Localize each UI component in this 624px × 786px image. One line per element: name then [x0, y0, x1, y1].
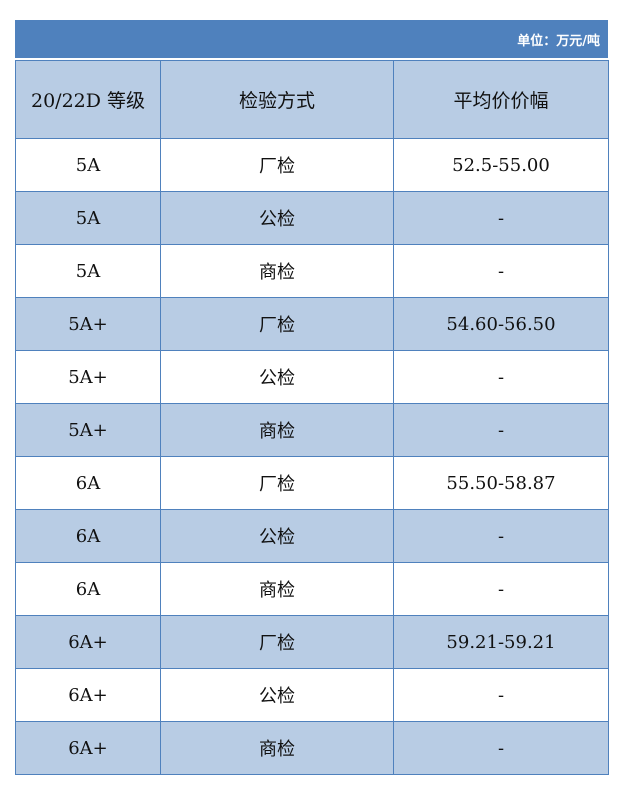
price-range-cell: 55.50-58.87 [393, 456, 609, 510]
grade-cell: 6A [15, 562, 161, 616]
inspection-cell: 公检 [160, 668, 394, 722]
inspection-cell: 公检 [160, 509, 394, 563]
inspection-cell: 厂检 [160, 456, 394, 510]
price-table-container: 单位：万元/吨 20/22D 等级 检验方式 平均价价幅 5A 厂检 52.5-55… [15, 20, 609, 775]
price-range-cell: - [393, 191, 609, 245]
inspection-cell: 厂检 [160, 615, 394, 669]
price-range-cell: - [393, 668, 609, 722]
grade-cell: 6A+ [15, 721, 161, 775]
price-range-cell: 59.21-59.21 [393, 615, 609, 669]
grade-cell: 5A [15, 138, 161, 192]
table-row: 5A+ 商检 - [15, 403, 609, 457]
price-range-cell: - [393, 244, 609, 298]
table-row: 5A 商检 - [15, 244, 609, 298]
inspection-cell: 商检 [160, 721, 394, 775]
price-range-cell: - [393, 403, 609, 457]
table-row: 6A 公检 - [15, 509, 609, 563]
grade-cell: 6A [15, 456, 161, 510]
inspection-cell: 厂检 [160, 138, 394, 192]
price-table: 20/22D 等级 检验方式 平均价价幅 5A 厂检 52.5-55.00 5A 公检 -… [15, 60, 609, 775]
column-header-grade: 20/22D 等级 [15, 60, 161, 139]
inspection-cell: 公检 [160, 350, 394, 404]
grade-cell: 5A+ [15, 297, 161, 351]
price-range-cell: - [393, 350, 609, 404]
table-row: 6A+ 厂检 59.21-59.21 [15, 615, 609, 669]
price-range-cell: 54.60-56.50 [393, 297, 609, 351]
table-row: 5A+ 公检 - [15, 350, 609, 404]
table-header-row: 20/22D 等级 检验方式 平均价价幅 [15, 60, 609, 139]
table-row: 6A 厂检 55.50-58.87 [15, 456, 609, 510]
unit-label: 单位：万元/吨 [517, 33, 600, 49]
inspection-cell: 厂检 [160, 297, 394, 351]
table-row: 5A+ 厂检 54.60-56.50 [15, 297, 609, 351]
table-row: 5A 公检 - [15, 191, 609, 245]
grade-cell: 6A+ [15, 615, 161, 669]
grade-cell: 5A+ [15, 403, 161, 457]
table-row: 6A+ 商检 - [15, 721, 609, 775]
column-header-inspection: 检验方式 [160, 60, 394, 139]
grade-cell: 5A+ [15, 350, 161, 404]
inspection-cell: 商检 [160, 562, 394, 616]
grade-cell: 6A+ [15, 668, 161, 722]
unit-bar: 单位：万元/吨 [15, 20, 608, 60]
price-range-cell: - [393, 509, 609, 563]
price-range-cell: - [393, 721, 609, 775]
grade-cell: 5A [15, 244, 161, 298]
inspection-cell: 商检 [160, 403, 394, 457]
inspection-cell: 商检 [160, 244, 394, 298]
grade-cell: 6A [15, 509, 161, 563]
inspection-cell: 公检 [160, 191, 394, 245]
table-row: 5A 厂检 52.5-55.00 [15, 138, 609, 192]
table-row: 6A 商检 - [15, 562, 609, 616]
table-row: 6A+ 公检 - [15, 668, 609, 722]
column-header-price-range: 平均价价幅 [393, 60, 609, 139]
price-range-cell: - [393, 562, 609, 616]
price-range-cell: 52.5-55.00 [393, 138, 609, 192]
grade-cell: 5A [15, 191, 161, 245]
